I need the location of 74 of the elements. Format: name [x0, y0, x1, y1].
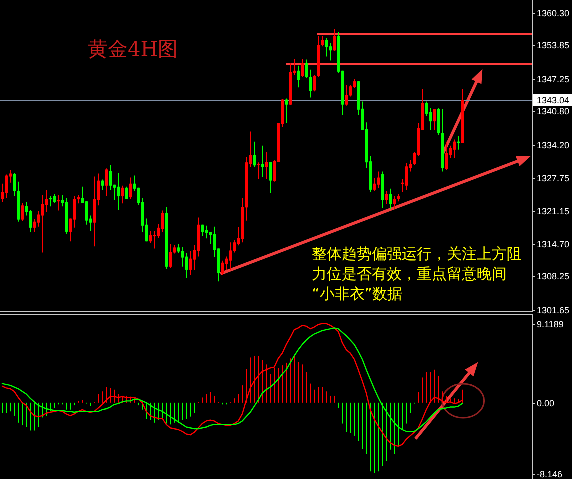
- candlestick: [129, 177, 132, 200]
- candlestick: [121, 185, 124, 204]
- candlestick: [105, 168, 108, 198]
- candlestick: [41, 195, 44, 254]
- candlestick: [433, 108, 436, 131]
- candlestick: [189, 250, 192, 276]
- candlestick: [393, 196, 396, 210]
- candlestick: [185, 252, 188, 279]
- candlestick: [177, 244, 180, 254]
- candlestick: [297, 65, 300, 88]
- ref-label: 1343.04: [533, 94, 572, 106]
- candlestick: [29, 210, 32, 233]
- title: 黄金4H图: [88, 37, 178, 61]
- candlestick: [373, 178, 376, 192]
- tick-label: 1314.70: [537, 240, 570, 250]
- candlestick: [161, 210, 164, 232]
- tick-label: 9.1189: [537, 320, 564, 330]
- candlestick: [305, 59, 308, 80]
- candlestick: [445, 141, 448, 171]
- tick-label: 0.00: [537, 398, 555, 409]
- candlestick: [125, 186, 128, 200]
- candlestick: [265, 152, 268, 180]
- candlestick: [73, 196, 76, 228]
- ref-line-label: 1343.04: [537, 96, 570, 106]
- candlestick: [457, 136, 460, 150]
- candlestick: [285, 98, 288, 124]
- candlestick: [57, 195, 60, 212]
- candlestick: [385, 190, 388, 205]
- candlestick: [101, 179, 104, 190]
- candlestick: [153, 230, 156, 250]
- candlestick: [45, 189, 48, 213]
- candlestick: [269, 162, 272, 194]
- candlestick: [301, 58, 304, 78]
- candlestick: [345, 84, 348, 106]
- annotation: 整体趋势偏强运行，关注上方阻力位是否有效，重点留意晚间“小非衣”数据: [312, 245, 522, 303]
- candlestick: [377, 171, 380, 189]
- candlestick: [389, 188, 392, 210]
- candlestick: [321, 35, 324, 48]
- candlestick: [117, 172, 120, 211]
- tick-label: -8.146: [537, 470, 563, 479]
- candlestick: [33, 218, 36, 232]
- tick-label: 1334.20: [537, 140, 570, 151]
- candlestick: [85, 200, 88, 226]
- tick-label: 1360.30: [537, 8, 570, 19]
- tick-label: 1308.25: [537, 272, 570, 282]
- candlestick: [5, 174, 8, 200]
- candlestick: [229, 242, 232, 270]
- tick-label: 1301.65: [537, 306, 570, 316]
- candlestick: [93, 176, 96, 248]
- candlestick: [261, 145, 264, 178]
- candlestick: [109, 164, 112, 190]
- candlestick: [405, 162, 408, 190]
- candlestick: [309, 69, 312, 98]
- candlestick: [181, 246, 184, 268]
- candlestick: [149, 230, 152, 244]
- candlestick: [329, 42, 332, 62]
- candlestick: [205, 225, 208, 240]
- candlestick: [429, 108, 432, 131]
- candlestick: [453, 139, 456, 160]
- candlestick: [169, 244, 172, 269]
- candlestick: [21, 202, 24, 222]
- tick-label: 1327.75: [537, 174, 570, 184]
- tick-label: 1340.80: [537, 106, 570, 117]
- candlestick: [325, 38, 328, 58]
- candlestick: [333, 28, 336, 52]
- candlestick: [221, 260, 224, 276]
- candlestick: [253, 141, 256, 168]
- candlestick: [53, 194, 56, 204]
- candlestick: [437, 108, 440, 136]
- tick-label: 1347.25: [537, 74, 570, 85]
- tick-label: 1321.15: [537, 206, 570, 217]
- tick-label: 1353.85: [537, 40, 570, 51]
- candlestick: [49, 196, 52, 208]
- candlestick: [257, 162, 260, 180]
